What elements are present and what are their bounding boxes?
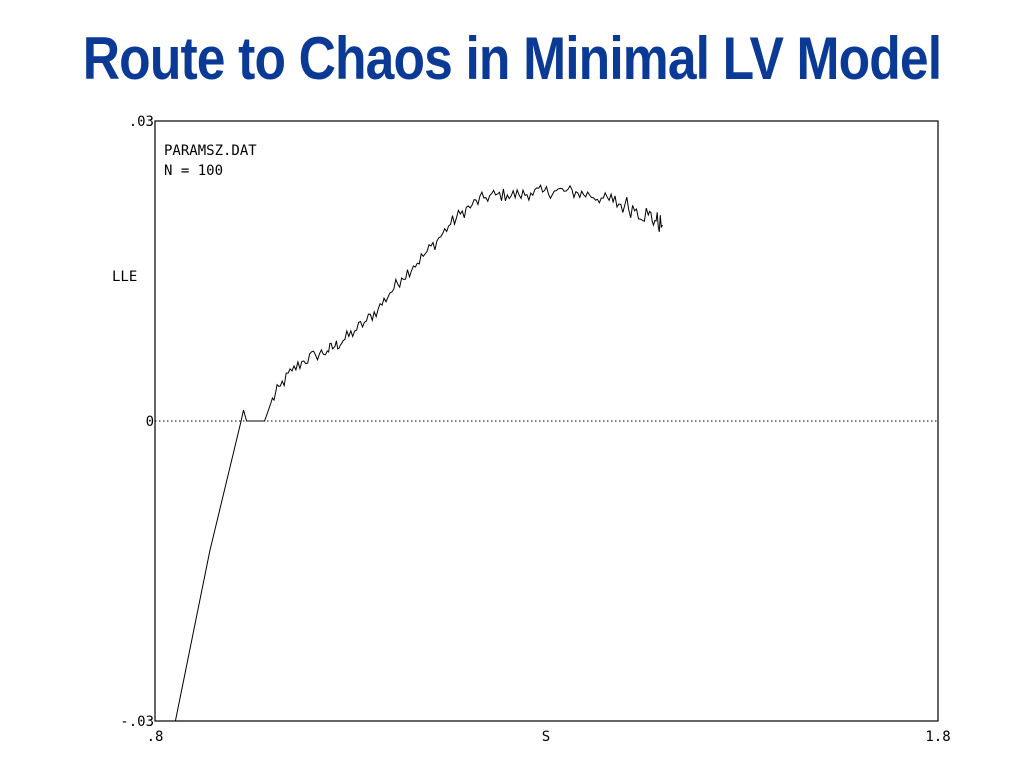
- y-tick-label: .03: [129, 114, 154, 130]
- annotation-n: N = 100: [164, 163, 223, 179]
- y-tick-label: -.03: [120, 714, 154, 730]
- annotation-file: PARAMSZ.DAT: [164, 143, 257, 159]
- y-tick-label: 0: [146, 414, 154, 430]
- x-axis-label: S: [542, 729, 550, 745]
- slide-title: Route to Chaos in Minimal LV Model: [82, 25, 942, 92]
- x-tick-label: .8: [147, 729, 164, 745]
- y-axis-label: LLE: [112, 269, 137, 285]
- x-tick-label: 1.8: [925, 729, 950, 745]
- lle-series-line: [174, 183, 663, 722]
- x-tick-labels: .8 1.8: [147, 729, 951, 745]
- y-tick-labels: .03 0 -.03: [120, 114, 154, 730]
